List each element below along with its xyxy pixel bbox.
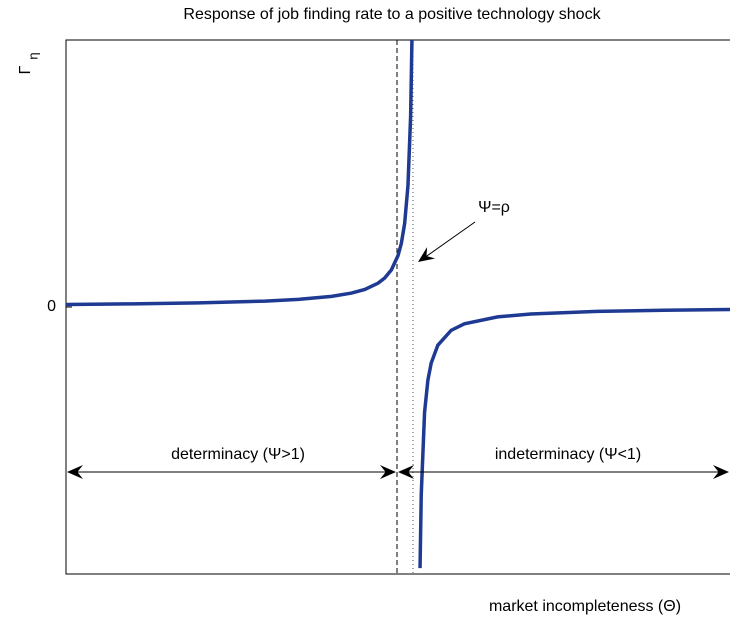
annotation: determinacy (Ψ>1) (171, 446, 305, 463)
annotation: indeterminacy (Ψ<1) (495, 446, 641, 463)
arrow-head (380, 465, 396, 479)
y-axis-symbol: Γ (17, 65, 34, 74)
arrow-head (713, 465, 729, 479)
x-axis-label: market incompleteness (Θ) (489, 598, 681, 615)
arrow-head (418, 247, 436, 262)
axes-frame (65, 39, 730, 575)
chart-title: Response of job finding rate to a positi… (183, 6, 601, 23)
annotation-arrow (423, 221, 476, 259)
line (66, 40, 730, 569)
arrow-head (398, 465, 414, 479)
y-tick-label: 0 (47, 298, 56, 315)
y-axis-subscript: η (25, 52, 40, 59)
y-axis-label: Γ η (17, 52, 40, 74)
annotation: Ψ=ρ (478, 199, 510, 216)
arrow-head (67, 465, 83, 479)
